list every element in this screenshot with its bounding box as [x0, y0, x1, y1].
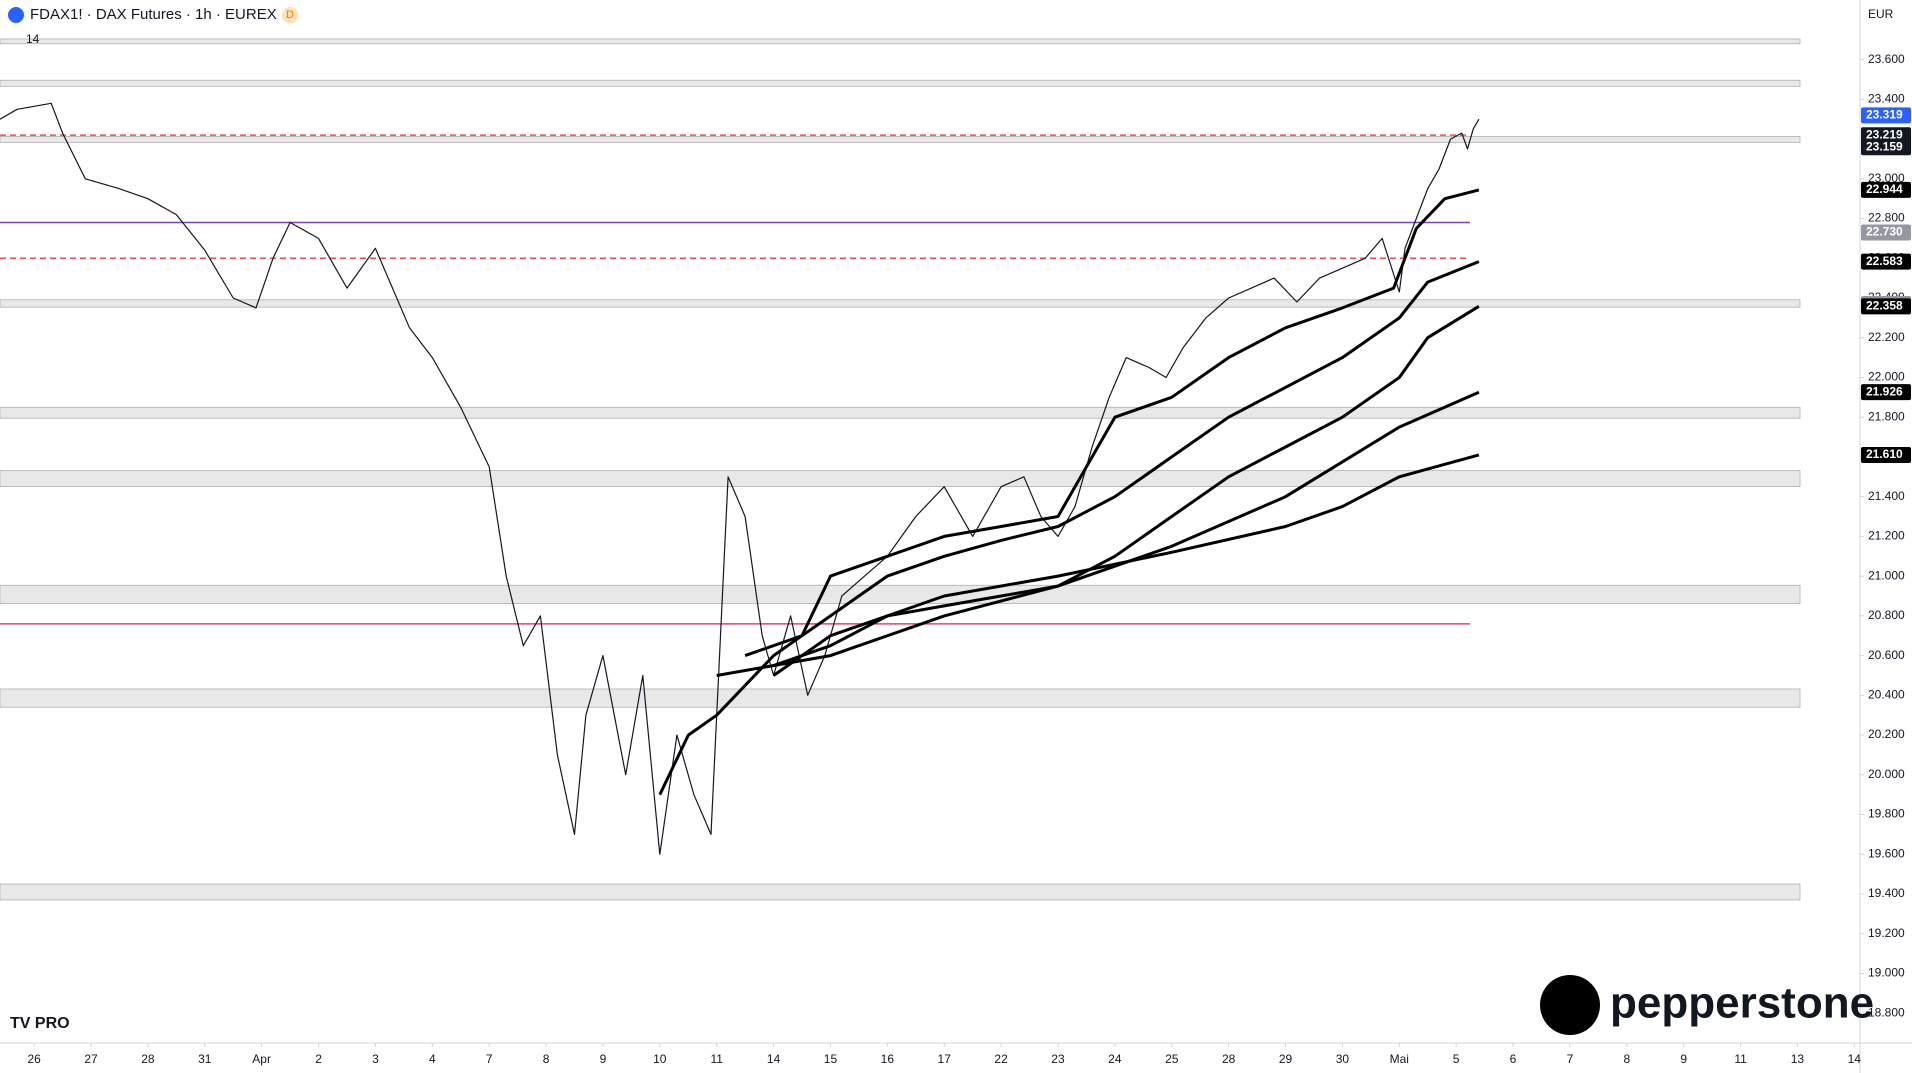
x-tick-label: 27: [84, 1052, 98, 1066]
x-tick-label: 11: [710, 1052, 723, 1066]
zone: [0, 38, 1801, 45]
y-tick-label: 19.000: [1868, 966, 1905, 980]
currency[interactable]: EUR: [1868, 7, 1894, 21]
x-tick-label: 7: [1567, 1052, 1574, 1066]
price-badge: [1861, 181, 1911, 198]
price-line: [772, 305, 1480, 677]
indicator-label: 14: [26, 32, 40, 46]
price-badge: [1861, 224, 1911, 241]
price-badge-label: 23.319: [1866, 108, 1903, 122]
price-badge-label: 21.926: [1866, 384, 1903, 398]
x-tick-label: Apr: [252, 1052, 271, 1066]
x-tick-label: 11: [1734, 1052, 1747, 1066]
price-badge-label: 22.944: [1866, 182, 1903, 196]
y-tick-label: 21.000: [1868, 568, 1905, 582]
x-tick-label: 31: [198, 1052, 212, 1066]
badge-bg: [282, 7, 298, 23]
y-tick-label: 23.600: [1868, 52, 1905, 66]
x-tick-label: 14: [767, 1052, 781, 1066]
brand-icon: [1540, 975, 1600, 1035]
price-badge: [1861, 253, 1911, 270]
price-badge-label: 22.583: [1866, 254, 1903, 268]
header-badge: D: [286, 9, 294, 21]
y-tick-label: 21.800: [1868, 409, 1905, 423]
x-tick-label: 5: [1453, 1052, 1460, 1066]
x-tick-label: 16: [881, 1052, 895, 1066]
header-title: FDAX1! · DAX Futures · 1h · EUREX: [30, 6, 277, 23]
x-tick-label: 15: [824, 1052, 838, 1066]
x-tick-label: 8: [1623, 1052, 1630, 1066]
x-tick-label: 10: [653, 1052, 667, 1066]
price-badge: [1861, 384, 1911, 401]
x-tick-label: 6: [1510, 1052, 1517, 1066]
x-tick-label: 23: [1051, 1052, 1065, 1066]
zone: [0, 470, 1801, 487]
x-tick-label: 2: [315, 1052, 322, 1066]
price-badge: [1861, 107, 1911, 124]
price-badge: [1861, 298, 1911, 315]
price-badge-label: 21.610: [1866, 447, 1903, 461]
x-tick-label: 28: [1222, 1052, 1236, 1066]
brand-logo: pepperstone: [1610, 979, 1874, 1028]
price-badge: [1861, 139, 1911, 156]
price-line: [744, 260, 1480, 658]
x-tick-label: 9: [1680, 1052, 1687, 1066]
x-tick-label: 22: [994, 1052, 1008, 1066]
price-badge-label: 23.219: [1866, 127, 1903, 141]
y-tick-label: 22.000: [1868, 370, 1905, 384]
y-tick-label: 20.600: [1868, 648, 1905, 662]
zone: [0, 883, 1801, 901]
zone: [0, 136, 1801, 143]
y-tick-label: 21.200: [1868, 529, 1905, 543]
y-tick-label: 23.000: [1868, 171, 1905, 185]
x-tick-label: 30: [1336, 1052, 1350, 1066]
y-tick-label: 19.400: [1868, 886, 1905, 900]
x-tick-label: 28: [141, 1052, 155, 1066]
y-tick-label: 23.400: [1868, 92, 1905, 106]
price-line: [716, 390, 1480, 677]
y-tick-label: 22.800: [1868, 211, 1905, 225]
x-tick-label: Mai: [1390, 1052, 1409, 1066]
x-tick-label: 3: [372, 1052, 379, 1066]
zone: [0, 688, 1801, 708]
zone: [0, 79, 1801, 87]
zone: [0, 584, 1801, 604]
zone: [0, 406, 1801, 419]
y-tick-label: 20.800: [1868, 608, 1905, 622]
x-tick-label: 4: [429, 1052, 436, 1066]
zone: [0, 299, 1801, 308]
x-tick-label: 29: [1279, 1052, 1293, 1066]
x-tick-label: 24: [1108, 1052, 1122, 1066]
price-line: [0, 102, 1480, 855]
x-tick-label: 26: [27, 1052, 41, 1066]
y-tick-label: 21.400: [1868, 489, 1905, 503]
price-line: [658, 188, 1480, 796]
x-tick-label: 25: [1165, 1052, 1179, 1066]
y-tick-label: 19.800: [1868, 807, 1905, 821]
tv-logo: TV PRO: [10, 1015, 70, 1032]
x-tick-label: 8: [543, 1052, 550, 1066]
y-tick-label: 22.200: [1868, 330, 1905, 344]
x-tick-label: 14: [1848, 1052, 1862, 1066]
y-tick-label: 19.200: [1868, 926, 1905, 940]
y-tick-label: 19.600: [1868, 846, 1905, 860]
symbol-icon: [8, 7, 24, 23]
plot: [0, 38, 1801, 901]
y-tick-label: 20.400: [1868, 688, 1905, 702]
price-badge-label: 22.730: [1866, 225, 1903, 239]
x-tick-label: 9: [600, 1052, 607, 1066]
x-tick-label: 7: [486, 1052, 493, 1066]
y-tick-label: 18.800: [1868, 1005, 1905, 1019]
price-badge-label: 23.159: [1866, 139, 1903, 153]
x-tick-label: 13: [1791, 1052, 1805, 1066]
price-line: [773, 453, 1480, 667]
price-badge: [1861, 446, 1911, 463]
x-tick-label: 17: [938, 1052, 952, 1066]
price-badge-label: 22.358: [1866, 299, 1903, 313]
y-tick-label: 20.200: [1868, 727, 1905, 741]
y-tick-label: 20.000: [1868, 767, 1905, 781]
